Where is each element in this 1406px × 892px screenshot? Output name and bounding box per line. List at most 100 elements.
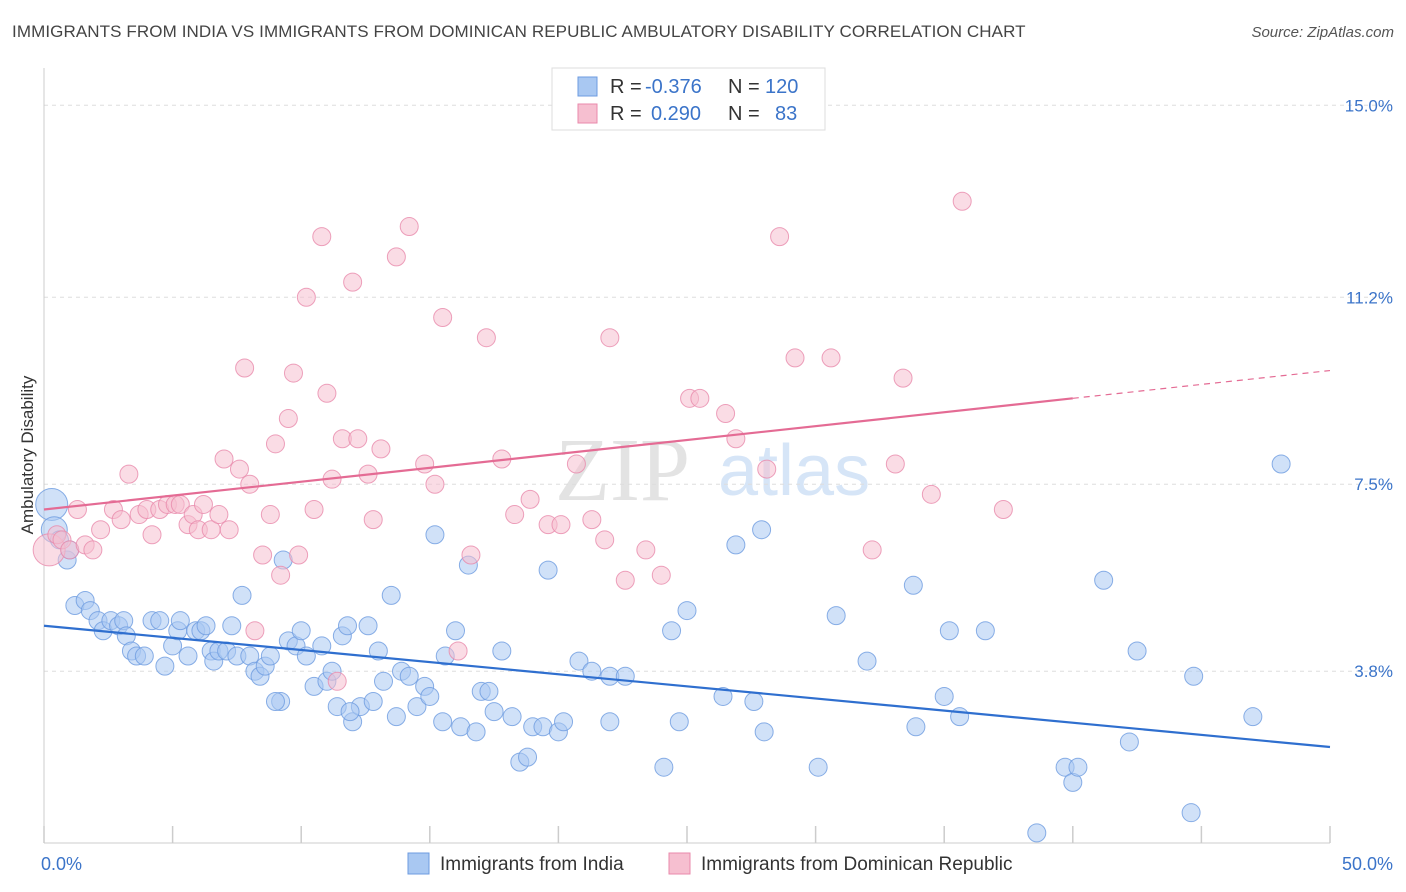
dominican-point-53 [433,307,453,327]
dominican-point-55 [461,545,481,565]
india-point-102 [934,686,954,706]
dominican-point-27 [235,358,255,378]
india-trend-line [43,624,1331,749]
source-label: Source: ZipAtlas.com [1251,24,1394,41]
india-point-110 [1094,570,1114,590]
dominican-point-56 [476,328,496,348]
gridlines [44,104,1395,672]
series-india-points [35,454,1291,843]
dominican-point-68 [651,565,671,585]
india-point-101 [906,717,926,737]
dominican-point-40 [317,383,337,403]
india-point-119 [340,702,360,722]
india-point-115 [1243,707,1263,727]
india-point-91 [677,601,697,621]
dominican-point-51 [415,454,435,474]
india-point-96 [754,722,774,742]
legend-r-value-dominican: 0.290 [651,103,701,125]
dominican-point-28 [240,474,260,494]
india-point-43 [291,621,311,641]
legend-r-label-dominican: R = [610,103,642,125]
india-point-105 [975,621,995,641]
india-point-85 [600,712,620,732]
dominican-point-44 [343,272,363,292]
dominican-point-80 [952,191,972,211]
india-point-111 [1119,732,1139,752]
dominican-point-49 [386,247,406,267]
india-point-26 [196,616,216,636]
dominican-point-59 [520,489,540,509]
bottom-legend-swatch-dominican [668,852,691,875]
india-point-51 [337,616,357,636]
dominican-point-7 [91,520,111,540]
india-point-106 [1027,823,1047,843]
y-tick-label-2: 11.2% [1346,288,1393,307]
dominican-point-45 [348,429,368,449]
india-point-59 [386,707,406,727]
india-point-75 [502,707,522,727]
india-point-38 [260,646,280,666]
india-point-94 [744,692,764,712]
series-dominican-points [32,191,1013,691]
india-point-97 [808,757,828,777]
india-point-23 [178,646,198,666]
dominican-point-71 [726,429,746,449]
axes [43,68,1331,844]
india-point-80 [538,560,558,580]
dominican-point-26 [229,459,249,479]
dominican-point-31 [260,505,280,525]
india-point-73 [484,702,504,722]
india-point-18 [150,611,170,631]
dominican-point-39 [312,227,332,247]
india-point-57 [374,671,394,691]
india-point-100 [903,575,923,595]
bottom-legend-swatch-india [407,852,430,875]
dominican-point-33 [271,565,291,585]
india-point-83 [569,651,589,671]
india-point-82 [554,712,574,732]
dominican-point-62 [566,454,586,474]
series-legend: Immigrants from India Immigrants from Do… [407,852,1013,875]
dominican-point-21 [193,494,213,514]
y-tick-label-0: 3.8% [1354,662,1393,681]
x-tick-labels: 0.0% 50.0% [41,854,1393,874]
legend-swatch-dominican [577,103,598,124]
y-axis-label: Ambulatory Disability [18,375,37,534]
dominican-point-32 [265,434,285,454]
india-point-16 [134,646,154,666]
dominican-point-76 [862,540,882,560]
dominican-point-50 [399,217,419,237]
y-tick-labels: 3.8% 7.5% 11.2% 15.0% [1345,96,1393,681]
legend-n-value-india: 120 [765,76,798,98]
trend-lines [43,369,1331,749]
india-point-62 [407,697,427,717]
correlation-legend: R = -0.376 N = 120 R = 0.290 N = 83 [551,67,826,131]
india-point-61 [399,666,419,686]
india-point-89 [662,621,682,641]
dominican-point-81 [993,500,1013,520]
dominican-point-79 [921,484,941,504]
legend-r-value-india: -0.376 [645,76,702,98]
dominican-point-73 [770,227,790,247]
legend-r-label-india: R = [610,76,642,98]
dominican-point-65 [600,328,620,348]
india-point-55 [363,692,383,712]
legend-swatch-india [577,76,598,97]
dominican-point-34 [278,409,298,429]
dominican-point-75 [821,348,841,368]
india-point-93 [726,535,746,555]
dominican-point-13 [142,525,162,545]
x-tick-label-0: 0.0% [41,854,82,874]
india-point-65 [425,525,445,545]
india-point-31 [222,616,242,636]
india-point-92 [713,686,733,706]
dominican-point-66 [615,570,635,590]
dominican-point-54 [448,641,468,661]
dominican-point-52 [425,474,445,494]
dominican-point-30 [253,545,273,565]
watermark: ZIP atlas [555,421,870,520]
india-point-114 [1184,666,1204,686]
india-point-88 [654,757,674,777]
y-tick-label-3: 15.0% [1345,96,1393,115]
